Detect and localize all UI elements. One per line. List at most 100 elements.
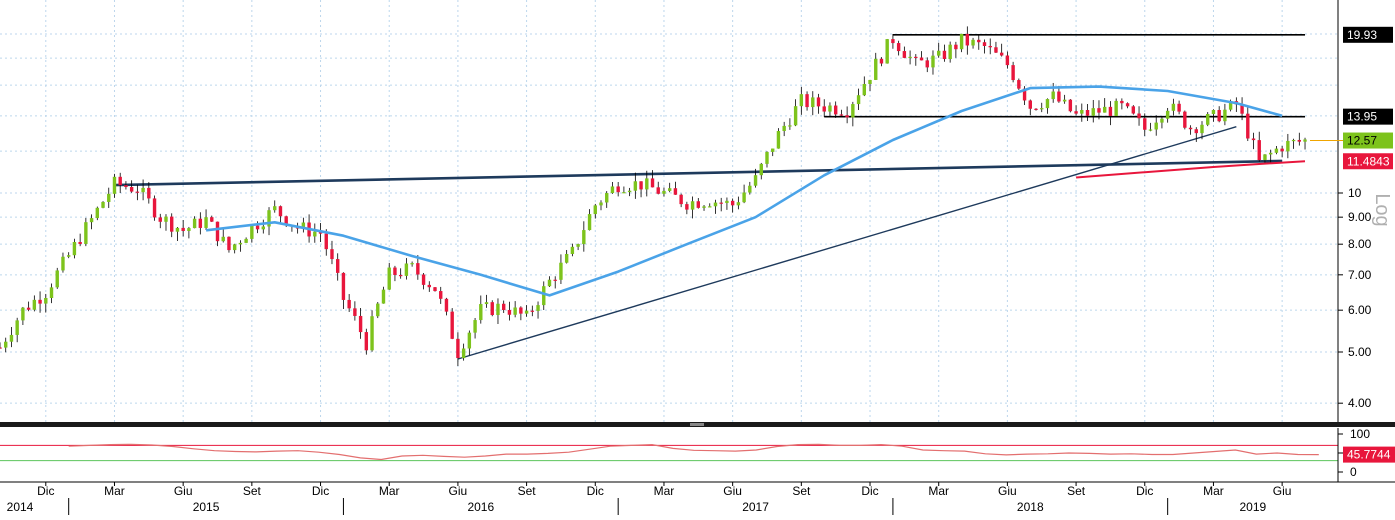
candle-body xyxy=(244,238,248,243)
candle-body xyxy=(416,263,420,275)
price-label-text: 11.4843 xyxy=(1347,154,1390,168)
candle-body xyxy=(273,206,277,211)
candle-body xyxy=(1183,111,1187,128)
candle-body xyxy=(524,310,529,314)
candle-body xyxy=(1171,103,1176,111)
candle-body xyxy=(627,190,632,193)
candle-body xyxy=(1246,113,1250,139)
candle-body xyxy=(1211,109,1216,115)
x-tick-label: Giu xyxy=(723,484,742,498)
candle-body xyxy=(656,187,660,194)
candle-body xyxy=(84,222,88,244)
candle-body xyxy=(1154,122,1158,130)
candle-body xyxy=(685,204,689,210)
candle-body xyxy=(542,286,546,306)
axis-layer: 10 9.00 8.00 7.00 6.00 5.00 4.00 Log xyxy=(1337,0,1393,422)
x-tick-label: Giu xyxy=(1273,484,1292,498)
candle-body xyxy=(765,151,769,164)
candle-body xyxy=(639,181,643,190)
candle-body xyxy=(885,39,889,64)
candle-body xyxy=(393,267,397,275)
candle-body xyxy=(696,201,701,208)
candle-body xyxy=(582,230,586,245)
x-tick-label: Set xyxy=(243,484,262,498)
candle-body xyxy=(759,163,763,176)
candle-body xyxy=(925,60,929,68)
candle-body xyxy=(427,284,431,288)
candle-body xyxy=(439,291,443,299)
candle-body xyxy=(1125,103,1130,107)
candle-body xyxy=(484,302,489,305)
candle-body xyxy=(21,307,25,321)
candle-body xyxy=(61,256,65,271)
candle-body xyxy=(78,242,82,244)
candle-body xyxy=(49,287,54,298)
candle-body xyxy=(564,253,569,263)
candle-body xyxy=(559,262,563,280)
x-tick-label: Dic xyxy=(312,484,329,498)
candle-body xyxy=(725,200,729,204)
candle-body xyxy=(536,305,540,311)
x-tick-label: Set xyxy=(518,484,537,498)
year-label: 2016 xyxy=(467,500,494,514)
candle-body xyxy=(1085,110,1090,116)
candle-body xyxy=(95,207,100,219)
moving-average-layer xyxy=(205,85,1306,297)
candle-body xyxy=(507,310,512,315)
candle-body xyxy=(187,228,191,231)
x-tick-label: Giu xyxy=(998,484,1017,498)
candle-body xyxy=(353,308,357,316)
candle-body xyxy=(645,178,649,190)
candle-body xyxy=(587,214,592,231)
candle-body xyxy=(181,227,185,231)
y-tick-label: 8.00 xyxy=(1348,237,1372,251)
candle-body xyxy=(937,50,941,56)
candle-body xyxy=(1303,139,1307,142)
candle-body xyxy=(1034,108,1038,110)
candle-body xyxy=(1217,109,1221,122)
candle-body xyxy=(914,56,918,59)
candle-body xyxy=(72,242,77,256)
candle-body xyxy=(129,187,134,192)
candle-body xyxy=(479,304,483,321)
candle-body xyxy=(336,259,340,273)
candle-body xyxy=(673,188,678,195)
x-tick-label: Dic xyxy=(37,484,54,498)
candle-body xyxy=(238,242,243,245)
candle-body xyxy=(1028,100,1032,109)
candle-body xyxy=(1045,99,1050,109)
candle-body xyxy=(141,187,145,193)
candle-body xyxy=(1120,100,1124,104)
year-label: 2014 xyxy=(7,500,34,514)
candle-body xyxy=(227,236,231,251)
candle-body xyxy=(101,201,105,208)
candle-body xyxy=(513,307,517,315)
y-tick-label: 7.00 xyxy=(1348,268,1372,282)
candle-body xyxy=(318,231,323,234)
candle-body xyxy=(593,205,597,215)
candle-body xyxy=(404,263,409,276)
long-moving-average-line xyxy=(1076,160,1306,179)
candle-body xyxy=(891,39,895,44)
candle-body xyxy=(816,97,821,107)
candle-body xyxy=(330,249,334,260)
candle-body xyxy=(1280,148,1284,152)
candle-body xyxy=(1097,108,1101,113)
price-label-box xyxy=(1343,153,1393,170)
candle-body xyxy=(1091,108,1095,116)
candle-body xyxy=(879,58,884,64)
candle-body xyxy=(708,206,712,208)
candle-body xyxy=(32,299,37,310)
candle-body xyxy=(175,227,180,232)
candle-body xyxy=(4,341,8,348)
candle-body xyxy=(301,222,306,229)
candle-body xyxy=(1074,111,1078,114)
candle-body xyxy=(1297,139,1302,142)
candle-body xyxy=(398,274,403,277)
candle-body xyxy=(170,216,174,232)
candle-body xyxy=(662,190,666,194)
candle-body xyxy=(1160,118,1164,123)
candle-body xyxy=(833,105,838,115)
candle-body xyxy=(862,84,866,96)
